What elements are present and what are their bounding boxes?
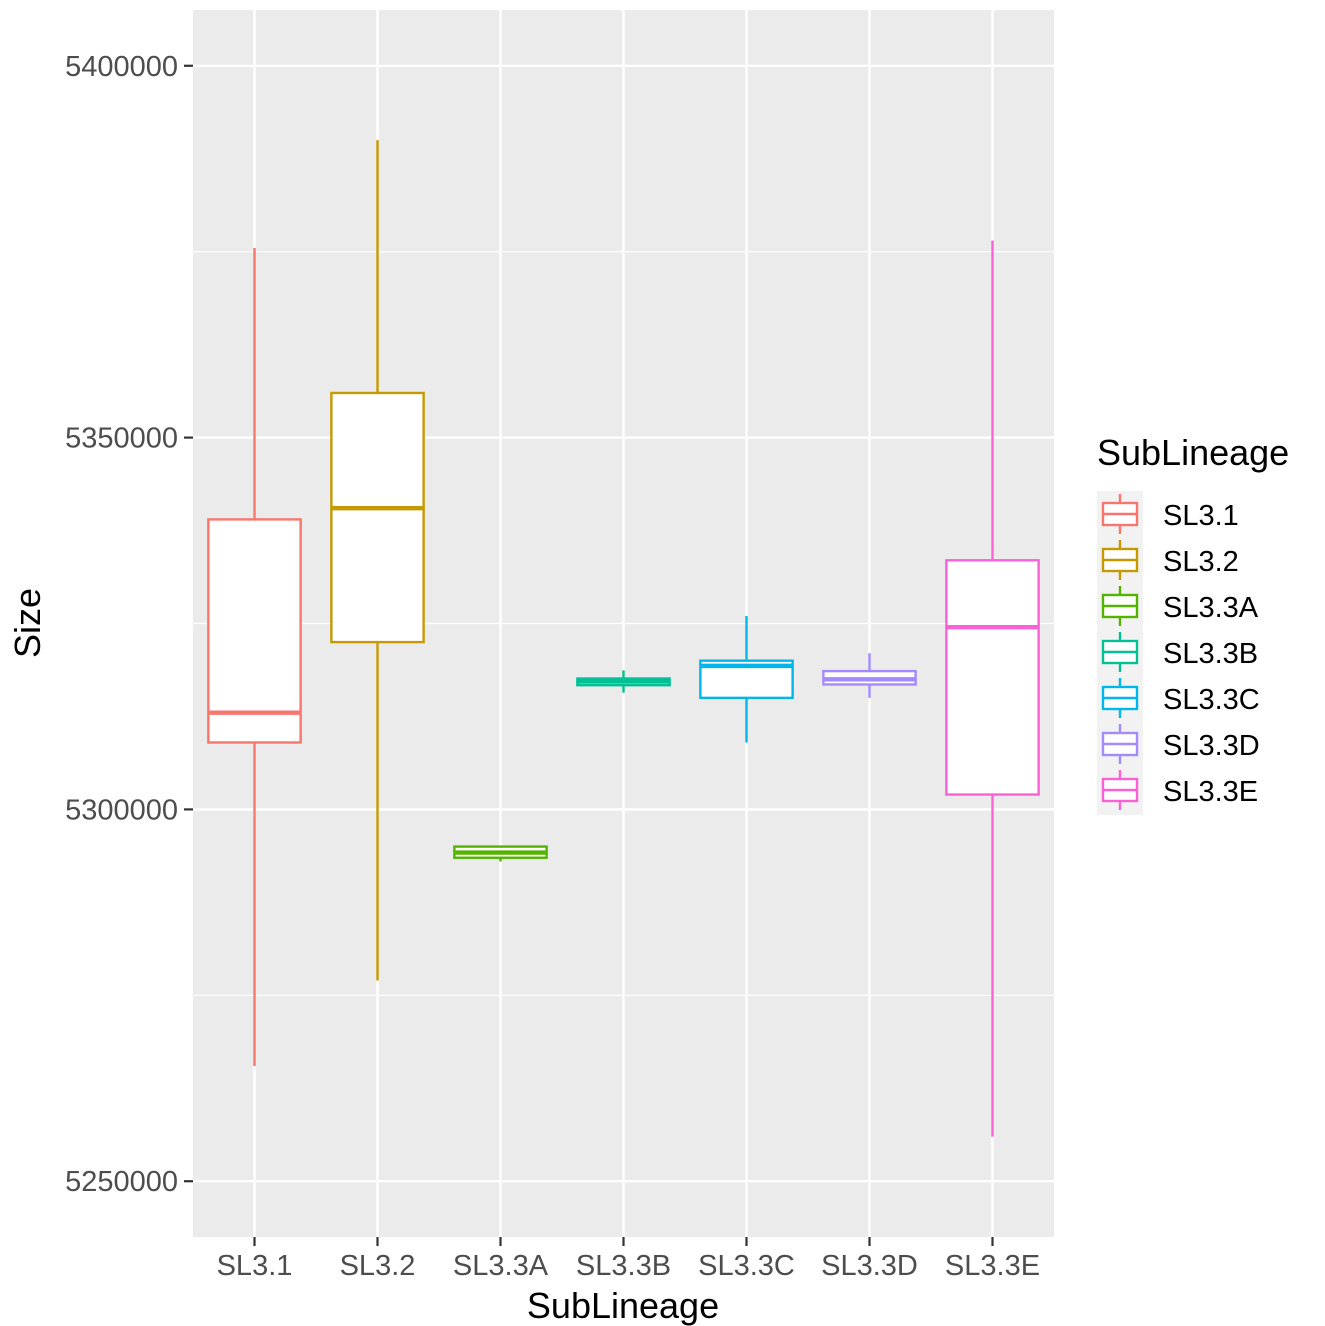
legend-item: SL3.2 [1101, 540, 1239, 580]
legend-item: SL3.3E [1101, 770, 1258, 810]
box-iqr [207, 518, 302, 744]
x-tick-label: SL3.3E [945, 1250, 1040, 1282]
x-tick-label: SL3.3D [821, 1250, 918, 1282]
legend-label: SL3.3B [1163, 638, 1258, 670]
legend-item: SL3.1 [1101, 494, 1239, 534]
x-axis: SL3.1 SL3.2 SL3.3A SL3.3B SL3.3C SL3.3D SL3.3E [217, 1237, 1040, 1282]
box-iqr [330, 391, 425, 644]
legend-item: SL3.3B [1101, 632, 1258, 672]
box-iqr [945, 559, 1040, 796]
box-sl3-3e [945, 240, 1040, 1137]
box-sl3-3a [453, 845, 548, 862]
legend-label: SL3.3D [1163, 730, 1260, 762]
y-tick-label: 5300000 [65, 794, 178, 826]
box-sl3-3d [822, 653, 917, 698]
y-axis-title: Size [7, 588, 48, 658]
box-sl3-3b [576, 670, 671, 693]
legend-item: SL3.3C [1101, 678, 1260, 718]
legend-item: SL3.3D [1101, 724, 1260, 764]
box-sl3-3c [699, 616, 794, 743]
x-tick-label: SL3.1 [217, 1250, 293, 1282]
legend-label: SL3.3C [1163, 684, 1260, 716]
box-sl3-2 [330, 140, 425, 981]
y-tick-label: 5400000 [65, 51, 178, 83]
y-axis: 5250000 5300000 5350000 5400000 [65, 51, 193, 1198]
legend: SubLineage SL3.1SL3.2SL3.3ASL3.3BSL3.3CS… [1097, 432, 1289, 815]
legend-items: SL3.1 SL3.2 SL3.3A SL3.3B SL3.3C SL3.3D SL3.3E [1101, 494, 1260, 810]
box-sl3-1 [207, 247, 302, 1066]
x-tick-label: SL3.3C [698, 1250, 795, 1282]
legend-title: SubLineage [1097, 432, 1289, 473]
x-tick-label: SL3.2 [340, 1250, 416, 1282]
x-axis-title: SubLineage [527, 1285, 719, 1326]
legend-item: SL3.3A [1101, 586, 1259, 626]
y-tick-label: 5250000 [65, 1166, 178, 1198]
legend-label: SL3.3A [1163, 592, 1259, 624]
legend-label: SL3.3E [1163, 776, 1258, 808]
legend-label: SL3.1 [1163, 500, 1239, 532]
legend-label: SL3.2 [1163, 546, 1239, 578]
box-layer [207, 140, 1040, 1137]
x-tick-label: SL3.3B [576, 1250, 671, 1282]
y-tick-label: 5350000 [65, 423, 178, 455]
x-tick-label: SL3.3A [453, 1250, 549, 1282]
